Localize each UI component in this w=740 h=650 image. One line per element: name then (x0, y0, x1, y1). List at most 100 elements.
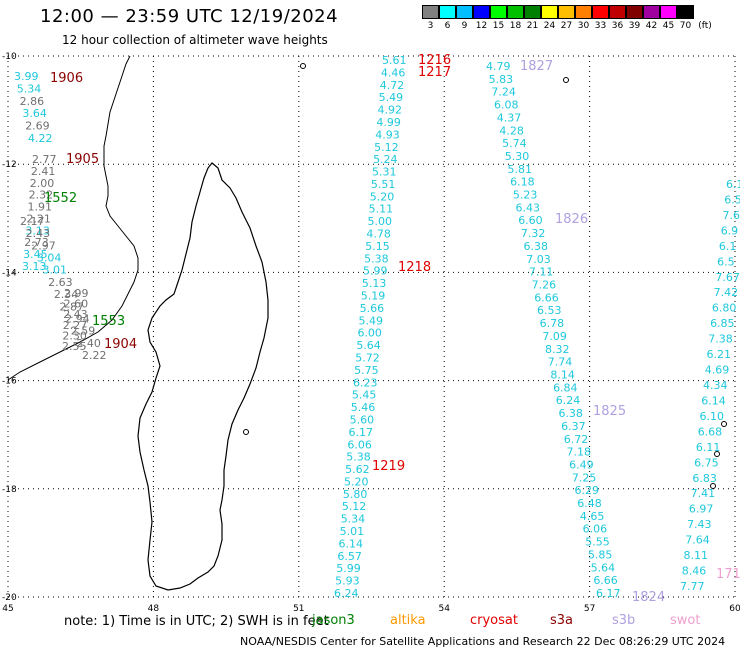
wave-height-label: 5.83 (489, 73, 514, 86)
pass-time-label: 1217 (418, 65, 451, 80)
pass-time-label: 171 (716, 567, 740, 582)
lat-tick-label: -12 (2, 160, 17, 170)
wave-height-label: 5.34 (341, 513, 366, 526)
wave-height-label: 5.62 (345, 463, 370, 476)
track-1553: 2.992.602.432.272.302.55 1553 1904 (62, 287, 137, 353)
legend-swatch (626, 5, 643, 19)
legend-label: 39 (628, 21, 641, 31)
island-outline (563, 77, 569, 83)
coastline-madagascar (7, 55, 727, 591)
wave-height-label: 6.38 (524, 240, 549, 253)
wave-height-label: 2.21 (26, 212, 50, 225)
wave-height-label: 3.01 (43, 264, 68, 277)
wave-height-label: 6.72 (564, 433, 589, 446)
wave-height-label: 5.72 (355, 351, 380, 364)
wave-height-label: 2.87 (59, 300, 84, 313)
wave-height-label: 6.1 (719, 240, 737, 253)
pass-time-label: 1827 (520, 59, 553, 74)
wave-height-label: 7.74 (548, 356, 573, 369)
legend-label: 33 (594, 21, 607, 31)
legend-swatch (490, 5, 507, 19)
legend-label: 27 (560, 21, 573, 31)
color-legend (422, 5, 694, 19)
wave-height-label: 6.68 (698, 425, 723, 438)
lon-tick-label: 45 (2, 604, 13, 614)
pass-time-label: 1906 (50, 71, 83, 86)
wave-height-label: 6.24 (556, 394, 581, 407)
legend-swatch (643, 5, 660, 19)
wave-height-label: 7.38 (708, 333, 733, 346)
wave-height-label: 2.00 (30, 177, 55, 190)
wave-height-label: 4.92 (378, 104, 403, 117)
wave-height-label: 5.20 (370, 190, 395, 203)
lon-tick-label: 51 (293, 604, 304, 614)
wave-height-label: 2.73 (24, 236, 49, 249)
wave-height-label: 5.38 (364, 252, 389, 265)
wave-height-label: 6.57 (337, 550, 362, 563)
wave-height-label: 2.63 (48, 276, 73, 289)
longitude-labels: 45 48 51 54 57 60 (2, 604, 740, 614)
satellite-jason3: jason3 (312, 613, 355, 628)
wave-height-label: 6.17 (349, 426, 374, 439)
legend-swatch (524, 5, 541, 19)
pass-time-label: 1825 (593, 404, 626, 419)
lon-tick-label: 48 (148, 604, 160, 614)
wave-height-label: 5.38 (346, 451, 371, 464)
wave-height-label: 5.12 (374, 141, 399, 154)
wave-height-label: 6.80 (712, 302, 737, 315)
wave-height-label: 6.53 (537, 304, 562, 317)
legend-swatch (439, 5, 456, 19)
lon-tick-label: 60 (729, 604, 740, 614)
wave-height-label: 2.94 (65, 312, 90, 325)
legend-swatch (541, 5, 558, 19)
wave-height-label: 6.97 (689, 503, 714, 516)
wave-height-label: 5.45 (352, 389, 377, 402)
wave-height-label: 7.11 (529, 266, 554, 279)
wave-height-label: 6.48 (577, 497, 602, 510)
wave-height-label: 6.60 (518, 214, 543, 227)
wave-height-label: 5.99 (336, 562, 361, 575)
wave-height-label: 6.06 (347, 438, 372, 451)
graticule (7, 55, 736, 598)
wave-height-label: 7.77 (680, 580, 705, 593)
wave-height-label: 2.59 (71, 325, 96, 338)
legend-swatch (507, 5, 524, 19)
legend-label: 12 (475, 21, 488, 31)
wave-height-label: 8.14 (550, 368, 575, 381)
wave-height-label: 2.43 (26, 227, 51, 240)
legend-label: 24 (543, 21, 556, 31)
wave-height-label: 5.23 (513, 189, 538, 202)
wave-height-label: 2.41 (31, 165, 56, 178)
legend-label: 45 (662, 21, 675, 31)
wave-height-label: 5.46 (351, 401, 376, 414)
wave-height-label: 4.37 (497, 111, 521, 124)
island-outline (721, 421, 727, 427)
legend-label: 18 (509, 21, 522, 31)
wave-height-label: 5.15 (365, 240, 390, 253)
wave-height-label: 3.13 (25, 224, 50, 237)
legend-swatch (473, 5, 490, 19)
wave-height-label: 5.93 (335, 575, 360, 588)
wave-height-label: 4.65 (580, 510, 605, 523)
wave-height-label: 5.66 (360, 302, 385, 315)
legend-label: 6 (444, 21, 451, 31)
legend-swatch (422, 5, 439, 19)
wave-height-label: 6.5 (717, 255, 735, 268)
pass-time-label: 1553 (92, 314, 125, 329)
wave-height-label: 4.78 (366, 228, 391, 241)
wave-height-label: 6.24 (334, 587, 359, 600)
wave-height-label: 5.99 (363, 265, 388, 278)
island-outline (714, 451, 720, 457)
wave-height-label: 5.31 (372, 166, 397, 179)
wave-height-label: 6.00 (357, 327, 382, 340)
track-1906: 3.995.342.863.642.694.22 1906 (14, 70, 83, 145)
wave-height-label: 6.75 (694, 456, 719, 469)
wave-height-label: 7.18 (566, 446, 591, 459)
wave-height-label: 7.09 (542, 330, 567, 343)
altimeter-tracks: 3.995.342.863.642.694.2219062.772.412.00… (14, 53, 740, 605)
wave-height-label: 4.34 (703, 379, 728, 392)
units-note: note: 1) Time is in UTC; 2) SWH is in fe… (64, 614, 329, 629)
map-subtitle: 12 hour collection of altimeter wave hei… (62, 33, 328, 47)
wave-height-label: 7.24 (491, 86, 516, 99)
wave-height-label: 2.60 (64, 298, 89, 311)
